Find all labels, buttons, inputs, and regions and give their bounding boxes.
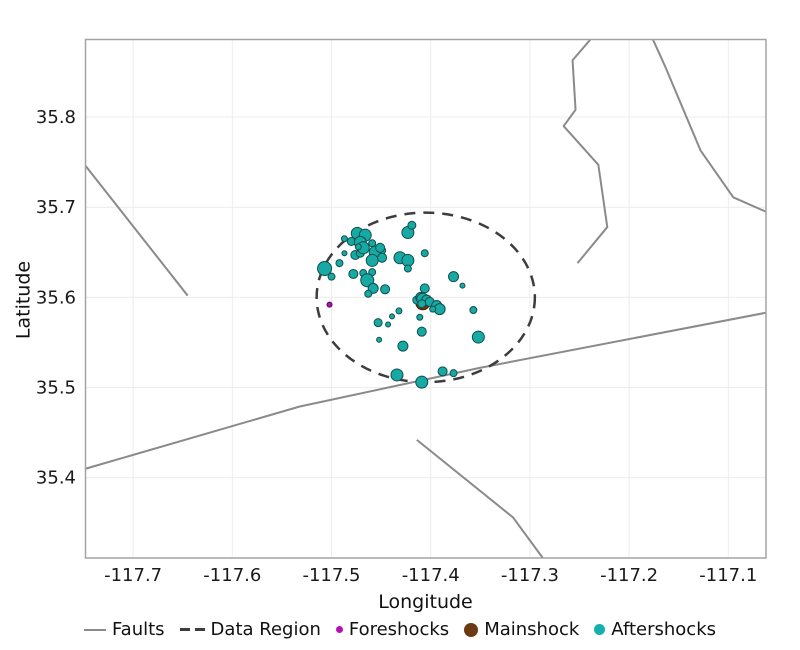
x-tick-label: -117.7: [104, 565, 162, 586]
aftershock-point: [415, 375, 429, 389]
plot-border: [84, 38, 767, 559]
legend-label: Aftershocks: [611, 619, 717, 640]
aftershock-point: [380, 284, 391, 295]
y-tick-label: 35.5: [36, 378, 76, 399]
x-tick-label: -117.4: [402, 565, 460, 586]
dot-swatch-icon: [464, 622, 479, 637]
aftershock-point: [420, 249, 429, 258]
data-layer: [85, 39, 766, 558]
aftershock-point: [449, 369, 458, 378]
fault-line: [416, 439, 544, 558]
aftershock-point: [348, 268, 359, 279]
aftershock-point: [368, 239, 377, 248]
aftershock-point: [429, 305, 437, 313]
y-tick-label: 35.4: [36, 468, 76, 489]
legend-label: Mainshock: [484, 619, 580, 640]
aftershock-point: [341, 250, 348, 257]
aftershock-point: [419, 283, 430, 294]
fault-line: [85, 311, 766, 470]
x-tick-label: -117.1: [699, 565, 757, 586]
legend-label: Faults: [111, 619, 165, 640]
legend-label: Foreshocks: [348, 619, 450, 640]
fault-line: [562, 39, 609, 264]
aftershock-point: [407, 220, 417, 230]
aftershock-point: [375, 242, 386, 253]
fault-line: [85, 165, 189, 297]
y-tick-label: 35.6: [36, 287, 76, 308]
aftershock-point: [395, 307, 403, 315]
aftershock-point: [365, 253, 379, 267]
aftershock-point: [416, 326, 427, 337]
legend-item-aftershocks: Aftershocks: [594, 619, 716, 640]
aftershock-point: [389, 313, 396, 320]
aftershock-point: [327, 272, 336, 281]
aftershock-point: [459, 282, 466, 289]
legend-item-foreshocks: Foreshocks: [335, 619, 450, 640]
legend: Faults Data Region Foreshocks Mainshock Afte…: [0, 619, 800, 640]
dot-swatch-icon: [594, 624, 606, 635]
aftershock-point: [390, 368, 404, 382]
aftershock-point: [335, 259, 344, 268]
aftershock-point: [416, 313, 424, 321]
x-tick-label: -117.6: [203, 565, 261, 586]
x-tick-label: -117.2: [600, 565, 658, 586]
aftershock-point: [360, 273, 375, 288]
legend-item-mainshock: Mainshock: [464, 619, 579, 640]
aftershock-point: [417, 299, 427, 309]
legend-item-data-region: Data Region: [179, 619, 321, 640]
legend-item-faults: Faults: [83, 619, 165, 640]
foreshock-point: [326, 301, 333, 308]
aftershock-point: [376, 336, 383, 343]
aftershock-point: [377, 252, 388, 263]
aftershock-point: [354, 243, 362, 251]
aftershock-point: [364, 289, 373, 298]
aftershock-point: [397, 340, 409, 352]
aftershock-point: [385, 321, 392, 328]
fault-line: [652, 39, 766, 213]
dot-swatch-icon: [335, 626, 343, 633]
aftershock-point: [469, 306, 478, 315]
x-tick-label: -117.5: [302, 565, 360, 586]
legend-label: Data Region: [210, 619, 321, 640]
aftershock-point: [317, 261, 333, 277]
aftershock-point: [471, 330, 485, 344]
aftershock-point: [448, 271, 460, 283]
aftershock-point: [437, 366, 448, 377]
y-tick-label: 35.8: [36, 107, 76, 128]
x-axis-label: Longitude: [378, 591, 473, 613]
y-axis-label: Latitude: [12, 260, 35, 340]
aftershock-point: [373, 318, 383, 328]
y-tick-label: 35.7: [36, 197, 76, 218]
aftershock-point: [403, 264, 412, 273]
dashed-line-swatch-icon: [179, 628, 205, 631]
aftershock-point: [340, 235, 348, 243]
faults-line-swatch-icon: [83, 628, 106, 631]
x-tick-label: -117.3: [501, 565, 559, 586]
